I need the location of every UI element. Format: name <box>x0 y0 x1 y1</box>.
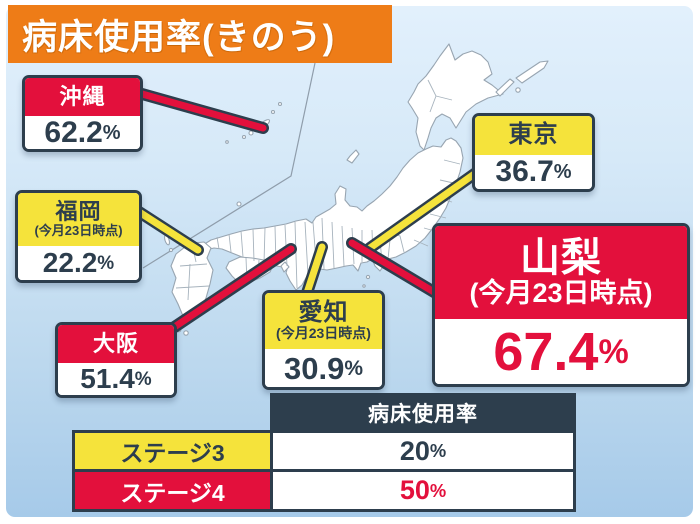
page-title-text: 病床使用率(きのう) <box>22 17 336 57</box>
okinawa-name-text: 沖縄 <box>59 83 106 109</box>
page-title: 病床使用率(きのう) <box>8 5 392 63</box>
leader-fukuoka <box>132 206 202 254</box>
callout-tokyo-name: 東京 <box>475 116 592 155</box>
map-etorofu <box>515 60 549 84</box>
leader-yamanashi <box>348 239 448 302</box>
leader-lines-group <box>129 86 486 336</box>
leader-okinawa <box>131 88 267 132</box>
callout-osaka: 大阪 51.4% <box>55 322 177 398</box>
inset-boundary-line <box>142 62 316 269</box>
stage4-value-text: 50 <box>399 475 430 505</box>
osaka-percent-sign: % <box>134 368 152 390</box>
callout-fukuoka-value: 22.2% <box>18 246 139 280</box>
map-okinawa-isle-4 <box>277 101 283 107</box>
osaka-name-text: 大阪 <box>92 330 139 356</box>
stage4-value-cell: 50% <box>270 469 576 512</box>
map-sado <box>346 149 360 164</box>
yamanashi-note-text: (今月23日時点) <box>469 278 653 309</box>
aichi-note-text: (今月23日時点) <box>276 325 371 342</box>
tokyo-percent-sign: % <box>553 161 572 183</box>
stage-table-header-text: 病床使用率 <box>368 403 478 426</box>
stage3-label-text: ステージ3 <box>120 440 225 466</box>
aichi-name-text: 愛知 <box>298 299 349 327</box>
landmass-group <box>163 43 549 336</box>
callout-okinawa: 沖縄 62.2% <box>22 75 143 152</box>
fukuoka-note-text: (今月23日時点) <box>34 223 123 239</box>
callout-yamanashi: 山梨 (今月23日時点) 67.4% <box>432 223 690 387</box>
aichi-value-text: 30.9 <box>283 350 345 386</box>
osaka-value-text: 51.4 <box>80 363 135 394</box>
map-hokkaido <box>407 43 504 151</box>
map-okinawa-isle-1 <box>248 130 254 136</box>
callout-aichi-name: 愛知 (今月23日時点) <box>265 293 382 349</box>
stage4-label-text: ステージ4 <box>120 479 225 506</box>
callout-okinawa-value: 62.2% <box>25 116 140 149</box>
callout-yamanashi-name: 山梨 (今月23日時点) <box>435 226 687 319</box>
yamanashi-value-text: 67.4 <box>493 321 599 382</box>
stage3-percent-sign: % <box>429 440 447 461</box>
okinawa-value-text: 62.2 <box>44 115 103 149</box>
stage4-percent-sign: % <box>429 479 447 501</box>
callout-aichi-value: 30.9% <box>265 349 382 387</box>
leader-osaka <box>166 245 295 334</box>
callout-okinawa-name: 沖縄 <box>25 78 140 116</box>
callout-tokyo-value: 36.7% <box>475 155 592 189</box>
tokyo-value-text: 36.7 <box>495 155 554 188</box>
callout-fukuoka-name: 福岡 (今月23日時点) <box>18 193 139 246</box>
map-izu-island-2 <box>362 284 366 288</box>
stage3-value-cell: 20% <box>270 430 576 472</box>
map-shikotan <box>515 87 521 93</box>
map-izu-island-1 <box>365 274 371 280</box>
aichi-percent-sign: % <box>344 356 364 380</box>
yamanashi-percent-sign: % <box>598 332 629 371</box>
fukuoka-name-text: 福岡 <box>55 199 102 225</box>
tokyo-name-text: 東京 <box>508 121 559 149</box>
callout-osaka-value: 51.4% <box>58 363 174 395</box>
leader-tokyo <box>366 166 484 252</box>
fukuoka-percent-sign: % <box>97 252 115 274</box>
yamanashi-name-text: 山梨 <box>520 235 602 280</box>
map-okinawa-isle-3 <box>270 109 276 115</box>
callout-aichi: 愛知 (今月23日時点) 30.9% <box>262 290 385 390</box>
callout-tokyo: 東京 36.7% <box>472 113 595 192</box>
callout-osaka-name: 大阪 <box>58 325 174 363</box>
stage3-value-text: 20 <box>399 435 430 466</box>
japan-map <box>129 43 549 336</box>
map-oki <box>236 201 242 207</box>
leader-aichi <box>302 243 326 300</box>
map-iki <box>168 247 174 253</box>
map-tanegashima <box>183 330 189 336</box>
map-kunashiri <box>495 78 515 97</box>
stage4-label-cell: ステージ4 <box>72 469 273 512</box>
callout-yamanashi-value: 67.4% <box>435 319 687 384</box>
map-okinawa-isle-5 <box>225 140 229 144</box>
callout-fukuoka: 福岡 (今月23日時点) 22.2% <box>15 190 142 283</box>
map-okinawa-isle-2 <box>241 134 247 140</box>
stage3-label-cell: ステージ3 <box>72 430 273 472</box>
stage-table-header: 病床使用率 <box>270 393 576 433</box>
okinawa-percent-sign: % <box>102 121 121 144</box>
fukuoka-value-text: 22.2 <box>42 247 98 278</box>
